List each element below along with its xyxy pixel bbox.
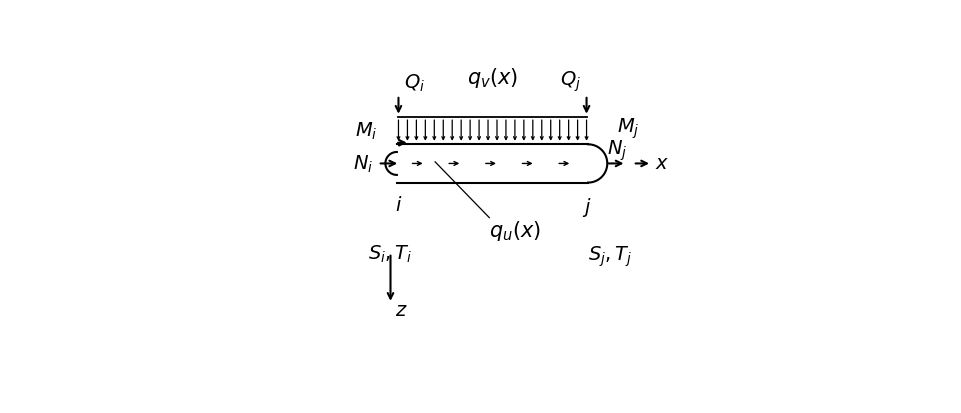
Text: $Q_i$: $Q_i$ bbox=[405, 73, 426, 94]
Text: $M_i$: $M_i$ bbox=[356, 121, 378, 142]
Text: $z$: $z$ bbox=[395, 301, 407, 319]
Text: $S_j, T_j$: $S_j, T_j$ bbox=[588, 244, 632, 268]
Polygon shape bbox=[385, 145, 607, 183]
Text: $N_i$: $N_i$ bbox=[353, 153, 373, 175]
Text: $q_v(x)$: $q_v(x)$ bbox=[467, 65, 518, 89]
Text: $Q_j$: $Q_j$ bbox=[559, 70, 580, 94]
Text: $N_j$: $N_j$ bbox=[607, 138, 628, 162]
Text: $q_u(x)$: $q_u(x)$ bbox=[489, 218, 541, 242]
Text: $j$: $j$ bbox=[581, 196, 591, 219]
Text: $S_i, T_i$: $S_i, T_i$ bbox=[368, 244, 412, 265]
Text: $M_j$: $M_j$ bbox=[617, 116, 639, 140]
Text: $x$: $x$ bbox=[655, 155, 669, 173]
Text: $i$: $i$ bbox=[395, 196, 402, 215]
